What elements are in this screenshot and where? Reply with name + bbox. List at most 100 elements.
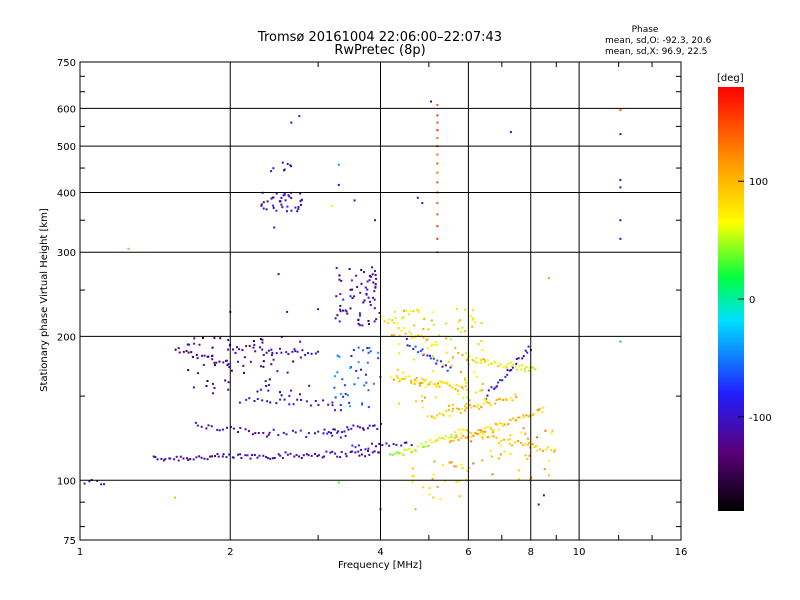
echo-point <box>334 396 337 399</box>
echo-point <box>343 384 346 387</box>
echo-point <box>515 419 518 421</box>
echo-point <box>438 334 441 337</box>
echo-point <box>439 380 442 383</box>
echo-point <box>339 308 342 311</box>
echo-point <box>502 399 505 401</box>
echo-point <box>251 433 254 436</box>
echo-point <box>436 129 439 132</box>
echo-point <box>465 352 468 355</box>
echo-point <box>472 359 475 362</box>
echo-point <box>368 323 370 326</box>
echo-point <box>395 443 398 446</box>
echo-point <box>346 394 349 397</box>
echo-point <box>332 428 335 431</box>
echo-point <box>433 460 436 463</box>
echo-point <box>316 455 319 458</box>
echo-point <box>314 352 317 355</box>
echo-point <box>480 361 483 364</box>
echo-point <box>244 428 247 431</box>
echo-point <box>266 400 269 403</box>
echo-point <box>361 453 363 456</box>
echo-point <box>405 337 408 340</box>
echo-point <box>185 350 188 352</box>
echo-point <box>290 165 293 168</box>
echo-point <box>334 409 336 412</box>
echo-point <box>398 402 401 405</box>
echo-point <box>186 343 189 346</box>
echo-point <box>284 451 287 454</box>
echo-point <box>406 448 409 451</box>
echo-point <box>409 310 412 313</box>
echo-point <box>449 366 452 369</box>
x-tick-label: 10 <box>573 547 586 558</box>
echo-point <box>408 447 411 450</box>
y-tick-label: 200 <box>57 332 76 343</box>
echo-point <box>340 451 343 453</box>
echo-point <box>280 351 283 354</box>
echo-point <box>450 434 453 436</box>
echo-point <box>333 386 336 389</box>
echo-point <box>267 384 270 386</box>
echo-point <box>413 324 416 327</box>
echo-point <box>415 379 418 382</box>
echo-point <box>435 344 438 347</box>
echo-point <box>478 407 481 410</box>
echo-point <box>368 424 371 427</box>
echo-point <box>337 481 340 484</box>
echo-point <box>338 320 341 323</box>
echo-point <box>373 424 376 427</box>
echo-point <box>436 181 439 184</box>
echo-point <box>322 399 325 402</box>
echo-point <box>419 384 421 387</box>
echo-point <box>230 369 233 372</box>
echo-point <box>239 453 242 456</box>
echo-point <box>152 455 155 458</box>
echo-point <box>460 330 463 333</box>
echo-point <box>450 364 453 367</box>
echo-point <box>326 432 329 435</box>
echo-point <box>502 424 505 427</box>
echo-point <box>487 389 490 392</box>
echo-point <box>366 288 369 291</box>
echo-point <box>436 137 439 139</box>
echo-point <box>446 369 449 372</box>
echo-point <box>219 337 222 340</box>
echo-point <box>464 409 467 412</box>
echo-point <box>357 361 360 364</box>
colorbar-tick-label: 100 <box>749 177 768 188</box>
echo-point <box>282 194 285 197</box>
echo-point <box>372 382 375 385</box>
echo-point <box>280 203 283 206</box>
echo-point <box>283 168 286 171</box>
echo-point <box>243 371 245 374</box>
echo-point <box>296 350 299 353</box>
echo-point <box>421 400 424 402</box>
echo-point <box>336 314 339 317</box>
echo-point <box>413 382 416 385</box>
echo-point <box>515 362 518 365</box>
echo-point <box>283 398 286 401</box>
echo-point <box>431 355 434 358</box>
echo-point <box>431 441 434 444</box>
echo-point <box>367 389 370 392</box>
echo-point <box>192 458 195 461</box>
echo-point <box>345 455 348 458</box>
echo-point <box>469 315 472 318</box>
echo-point <box>509 434 512 437</box>
echo-point <box>443 480 446 482</box>
echo-point <box>294 431 297 434</box>
echo-point <box>338 278 341 281</box>
echo-point <box>286 163 289 165</box>
echo-point <box>619 178 622 181</box>
phase-stats-heading: Phase <box>632 25 659 35</box>
echo-point <box>164 458 167 461</box>
echo-point <box>486 359 489 361</box>
x-tick-label: 2 <box>227 547 233 558</box>
echo-point <box>465 359 468 362</box>
echo-point <box>277 453 280 456</box>
echo-point <box>527 345 530 348</box>
echo-point <box>369 350 372 353</box>
echo-point <box>212 392 214 395</box>
echo-point <box>225 359 228 362</box>
echo-point <box>279 200 282 203</box>
